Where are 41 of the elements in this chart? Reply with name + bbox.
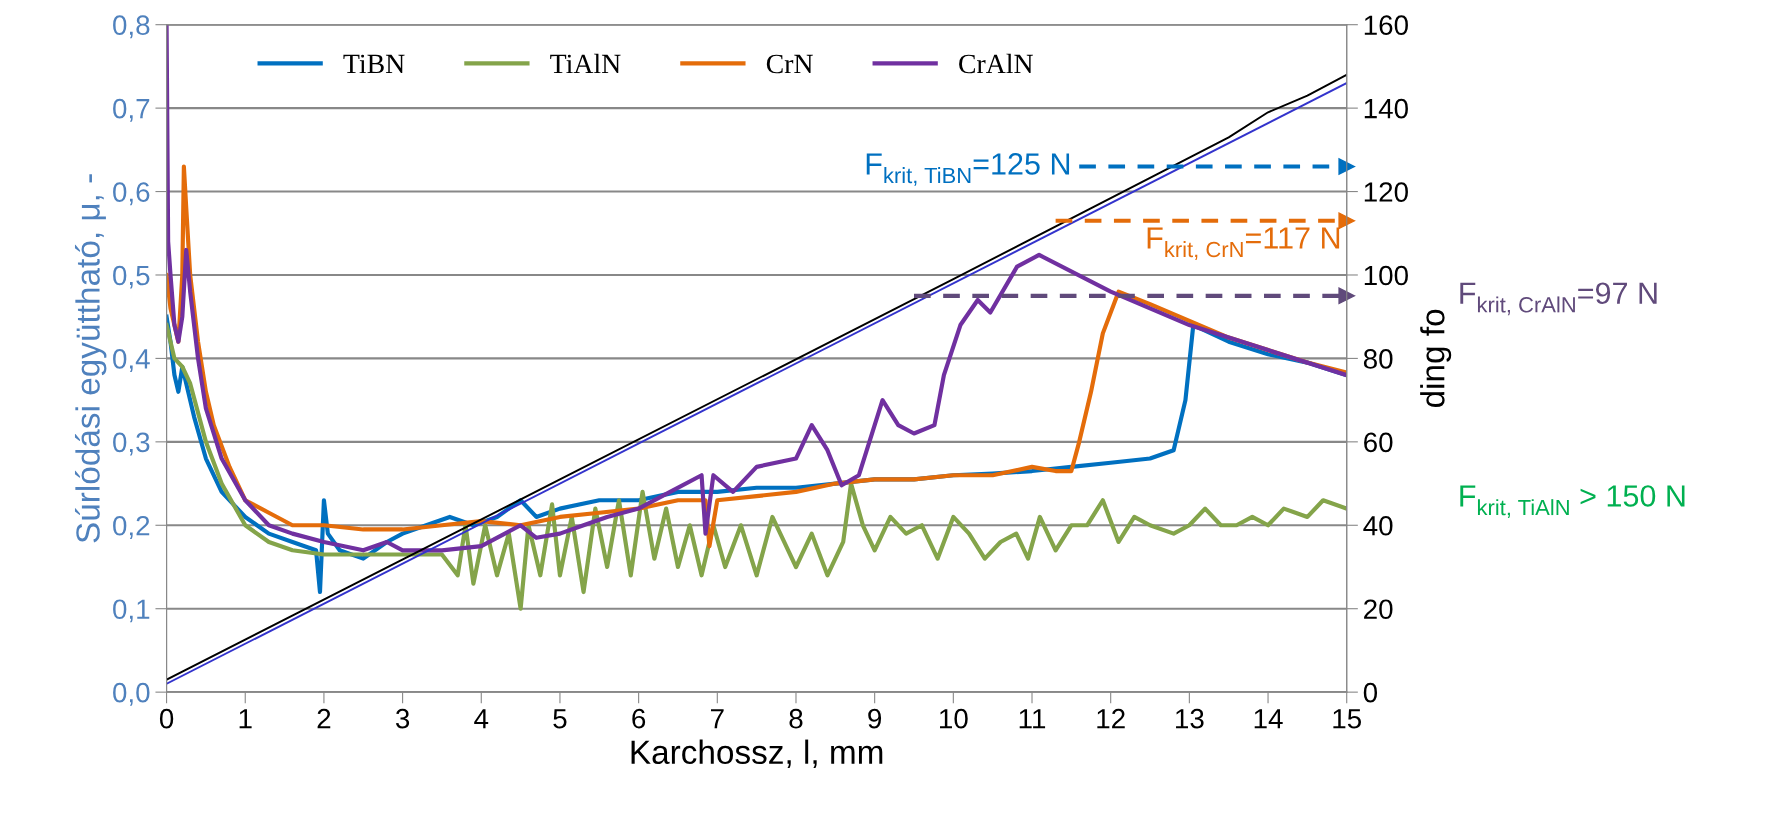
x-tick-label: 3	[395, 708, 410, 729]
x-tick-label: 0	[159, 708, 174, 729]
x-tick-label: 13	[1176, 708, 1204, 729]
y2-tick-label: 120	[1364, 182, 1408, 202]
x-tick-label: 5	[553, 709, 567, 729]
y2-tick-label: 100	[1364, 265, 1408, 286]
x-axis-title: Karchossz, l, mm	[631, 739, 883, 768]
y2-tick-label: 40	[1363, 515, 1393, 536]
y2-axis-title: ding fo	[1420, 309, 1452, 408]
y-tick-label: 0,0	[113, 682, 150, 706]
x-tick-label: 10	[940, 708, 968, 729]
y2-tick-label: 0	[1363, 682, 1378, 703]
y-tick-label: 0,2	[113, 515, 150, 539]
y2-tick-label: 20	[1364, 599, 1393, 620]
y-tick-label: 0,7	[113, 98, 150, 122]
y-tick-label: 0,5	[113, 265, 150, 289]
x-tick-label: 7	[711, 709, 724, 729]
y2-tick-label: 60	[1364, 432, 1393, 453]
legend-label: TiAlN	[550, 53, 621, 74]
x-tick-label: 2	[317, 708, 331, 729]
x-tick-label: 12	[1097, 708, 1125, 729]
x-tick-label: 9	[868, 708, 882, 729]
x-tick-label: 8	[789, 708, 803, 729]
x-tick-label: 4	[474, 709, 489, 729]
legend-label: TiBN	[343, 54, 405, 74]
legend-label: CrN	[766, 54, 813, 74]
y-tick-label: 0,6	[113, 182, 150, 206]
x-tick-label: 1	[239, 709, 252, 729]
x-tick-label: 11	[1019, 709, 1046, 729]
x-tick-label: 6	[632, 708, 646, 729]
y-tick-label: 0,1	[113, 599, 150, 623]
y2-tick-label: 160	[1364, 15, 1408, 36]
legend-label: CrAlN	[959, 53, 1033, 74]
x-tick-label: 14	[1254, 709, 1283, 729]
x-tick-label: 15	[1333, 709, 1362, 729]
y-tick-label: 0,8	[113, 15, 150, 39]
y-axis-title: Súrlódási együttható, μ, -	[74, 174, 107, 543]
y2-tick-label: 80	[1363, 349, 1393, 369]
y-tick-label: 0,3	[113, 432, 150, 456]
y-tick-label: 0,4	[113, 349, 150, 373]
y2-tick-label: 140	[1364, 98, 1408, 119]
